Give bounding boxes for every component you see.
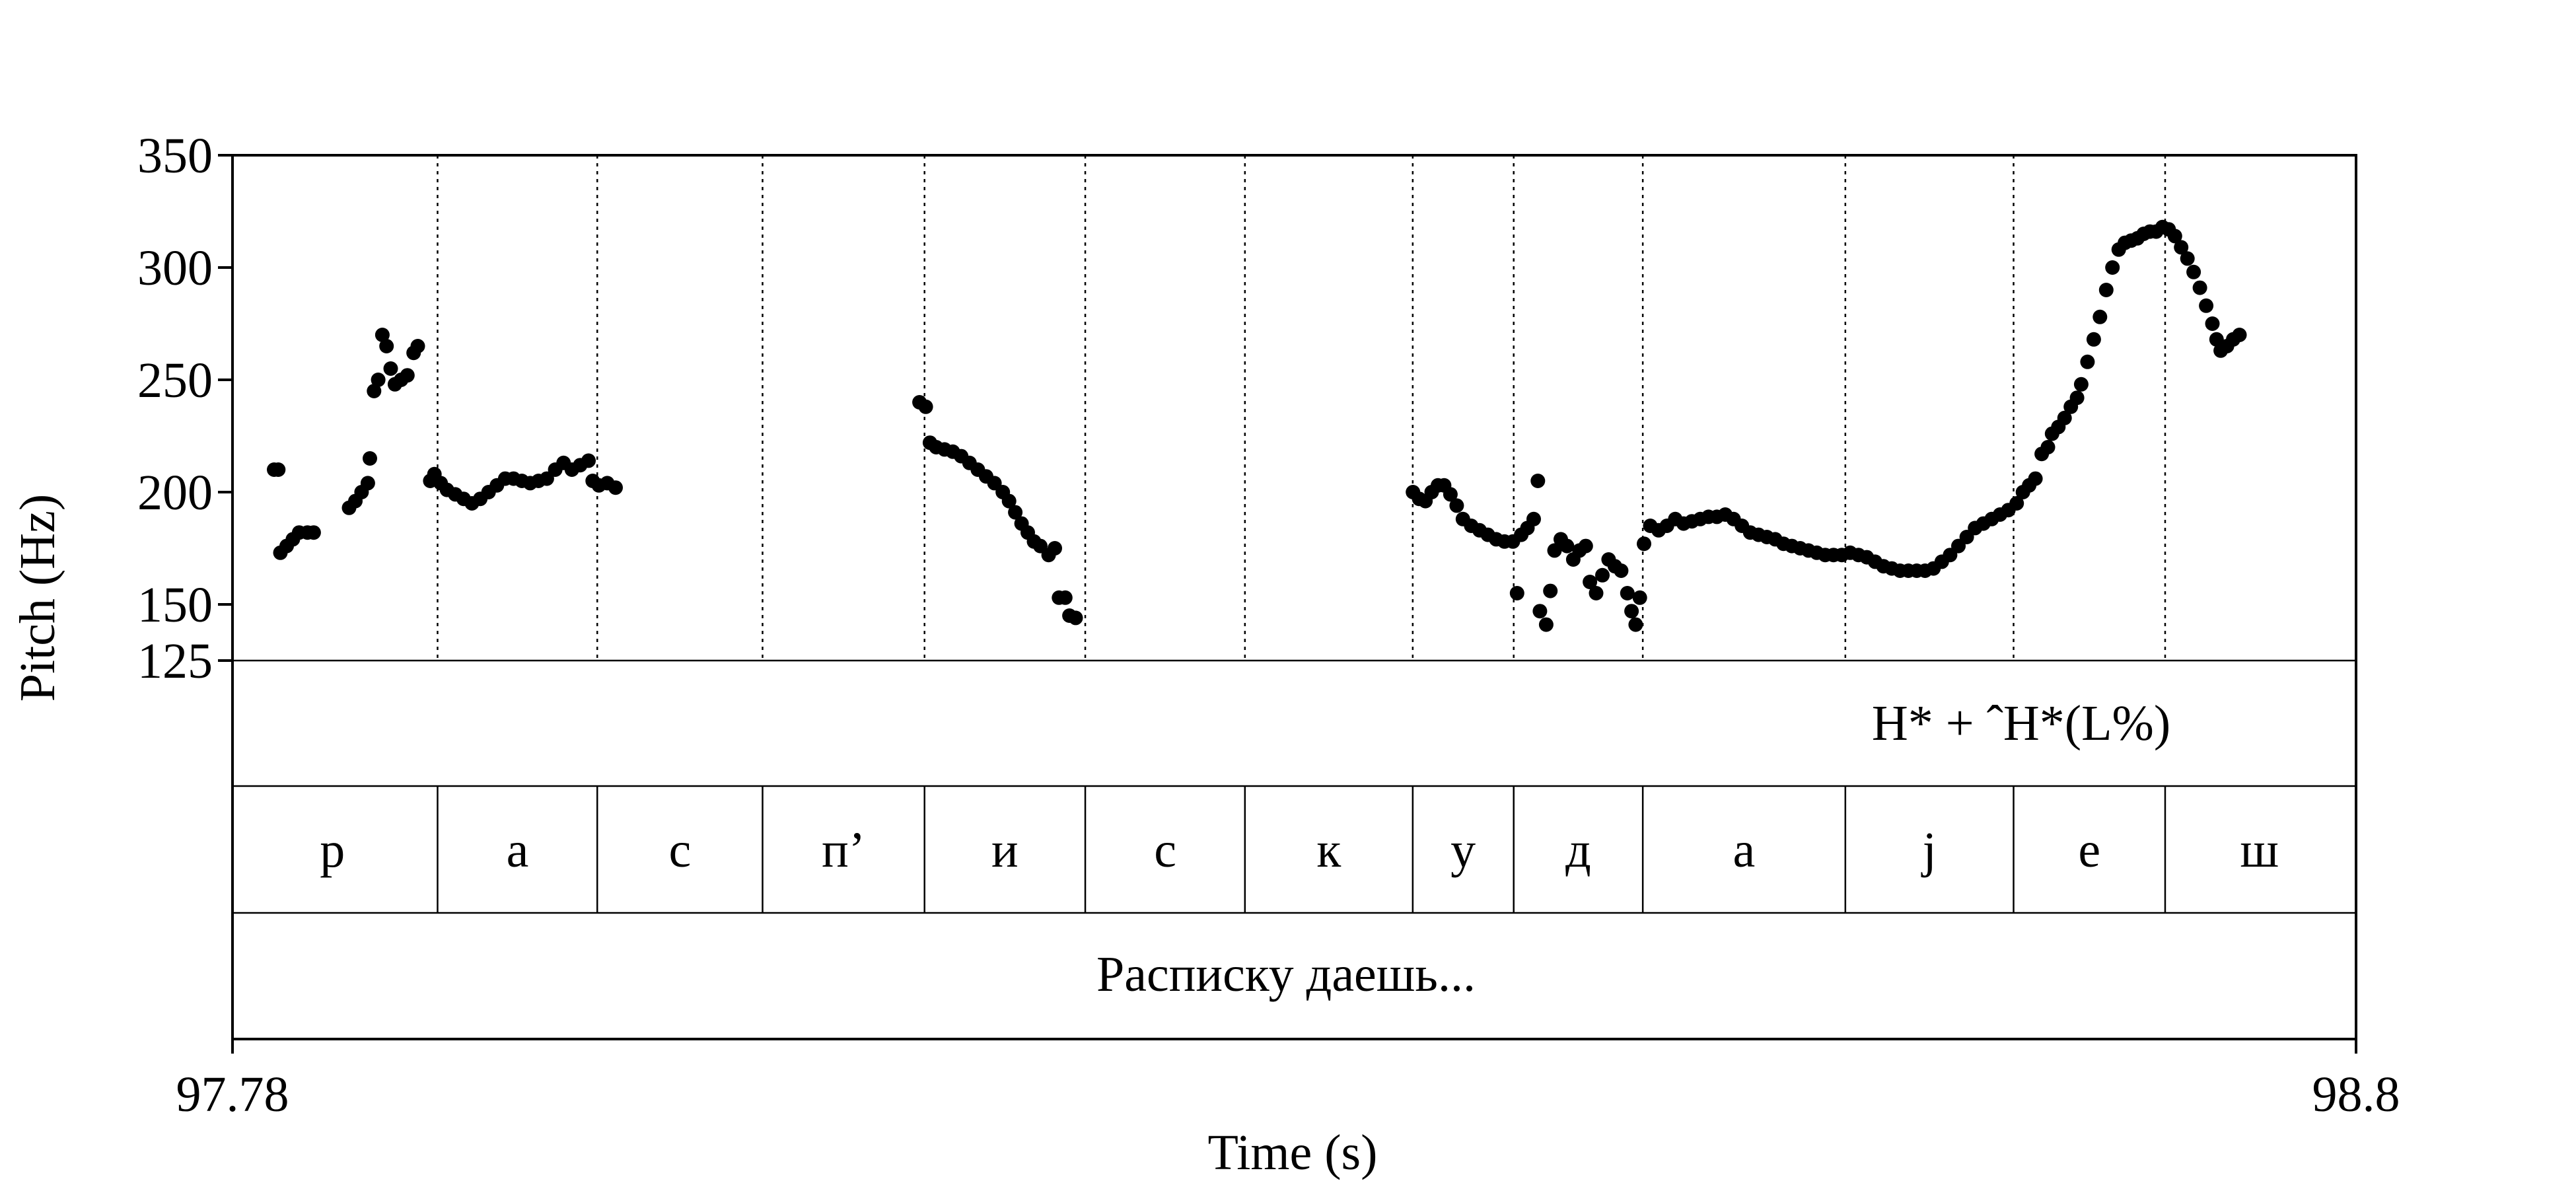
segment-label: д bbox=[1565, 822, 1591, 878]
pitch-point bbox=[2180, 251, 2195, 266]
x-axis-label: Time (s) bbox=[1208, 1125, 1378, 1180]
pitch-point bbox=[1589, 586, 1604, 600]
pitch-point bbox=[2209, 332, 2224, 347]
pitch-point bbox=[1578, 538, 1593, 554]
pitch-point bbox=[2232, 328, 2247, 342]
pitch-point bbox=[1057, 590, 1073, 605]
boundary-lines bbox=[437, 155, 2166, 661]
pitch-point bbox=[1509, 586, 1524, 600]
pitch-point bbox=[1068, 610, 1083, 626]
pitch-point bbox=[367, 384, 382, 398]
pitch-point bbox=[2186, 264, 2201, 279]
pitch-point bbox=[2205, 316, 2220, 331]
pitch-point bbox=[581, 453, 596, 468]
x-tick-label: 98.8 bbox=[2312, 1067, 2400, 1122]
pitch-point bbox=[918, 399, 933, 414]
pitch-points bbox=[267, 219, 2247, 632]
pitch-point bbox=[2199, 298, 2214, 313]
pitch-point bbox=[1443, 487, 1458, 502]
sentence-label: Расписку даешь... bbox=[1096, 947, 1476, 1002]
y-tick-label: 125 bbox=[137, 633, 213, 689]
y-tick-label: 150 bbox=[137, 577, 213, 633]
y-tick-label: 350 bbox=[137, 128, 213, 184]
y-tick-label: 200 bbox=[137, 465, 213, 521]
pitch-point bbox=[2080, 354, 2095, 369]
pitch-point bbox=[1543, 583, 1558, 598]
segment-label: а bbox=[507, 822, 529, 878]
segment-label: и bbox=[991, 822, 1019, 878]
pitch-point bbox=[1559, 538, 1575, 554]
y-tick-label: 250 bbox=[137, 353, 213, 408]
segment-tier: р а с п’ и с к у д а j е ш bbox=[320, 786, 2279, 913]
segment-label: п’ bbox=[822, 822, 865, 878]
segment-label: а bbox=[1733, 822, 1755, 878]
pitch-point bbox=[363, 451, 377, 466]
pitch-point bbox=[1532, 604, 1548, 619]
pitch-point bbox=[2073, 377, 2089, 392]
pitch-point bbox=[271, 462, 286, 477]
y-tick-label: 300 bbox=[137, 240, 213, 296]
pitch-point bbox=[1614, 563, 1629, 578]
pitch-point bbox=[2174, 240, 2189, 255]
pitch-point bbox=[2098, 283, 2114, 297]
segment-label: у bbox=[1450, 822, 1476, 878]
pitch-point bbox=[2093, 309, 2108, 324]
pitch-point bbox=[379, 339, 394, 353]
pitch-point bbox=[1637, 536, 1651, 552]
pitch-point bbox=[2069, 390, 2085, 406]
pitch-point bbox=[1595, 567, 1610, 583]
pitch-point bbox=[1547, 543, 1562, 558]
pitch-point bbox=[1628, 617, 1643, 632]
pitch-point bbox=[383, 361, 398, 376]
pitch-point bbox=[400, 368, 415, 383]
pitch-point bbox=[2009, 496, 2024, 511]
x-tick-label: 97.78 bbox=[176, 1067, 289, 1122]
pitch-point bbox=[1632, 590, 1647, 605]
pitch-point bbox=[1583, 575, 1598, 589]
pitch-point bbox=[1530, 474, 1546, 488]
pitch-point bbox=[608, 480, 623, 495]
y-axis-label: Pitch (Hz) bbox=[10, 494, 65, 702]
segment-label: р bbox=[320, 822, 345, 878]
x-axis-ticks: 97.78 98.8 bbox=[176, 1039, 2400, 1122]
pitch-point bbox=[2028, 471, 2043, 486]
pitch-point bbox=[1048, 541, 1062, 556]
pitch-point bbox=[410, 339, 425, 353]
segment-label: ш bbox=[2240, 822, 2279, 878]
pitch-point bbox=[1526, 511, 1541, 526]
pitch-point bbox=[2192, 280, 2207, 295]
pitch-point bbox=[306, 525, 321, 540]
pitch-point bbox=[1538, 617, 1554, 632]
chart-frame bbox=[231, 154, 2357, 1040]
pitch-point bbox=[2057, 410, 2072, 425]
segment-label: с bbox=[1154, 822, 1176, 878]
segment-label: j bbox=[1921, 822, 1937, 878]
tone-label: H* + ˆH*(L%) bbox=[1872, 696, 2170, 751]
pitch-point bbox=[1008, 505, 1023, 520]
tier-frame bbox=[231, 154, 2357, 1040]
segment-label: к bbox=[1316, 822, 1341, 878]
pitch-point bbox=[375, 328, 390, 342]
segment-label: е bbox=[2078, 822, 2100, 878]
pitch-point bbox=[371, 373, 386, 387]
segment-label: с bbox=[668, 822, 691, 878]
pitch-point bbox=[1449, 498, 1464, 513]
pitch-point bbox=[2040, 440, 2056, 454]
pitch-point bbox=[360, 476, 375, 491]
pitch-point bbox=[2105, 260, 2120, 275]
pitch-point bbox=[1620, 586, 1635, 600]
pitch-point bbox=[2086, 332, 2101, 347]
pitch-point bbox=[2167, 229, 2182, 244]
pitch-point bbox=[1001, 493, 1017, 509]
pitch-point bbox=[1624, 604, 1639, 619]
